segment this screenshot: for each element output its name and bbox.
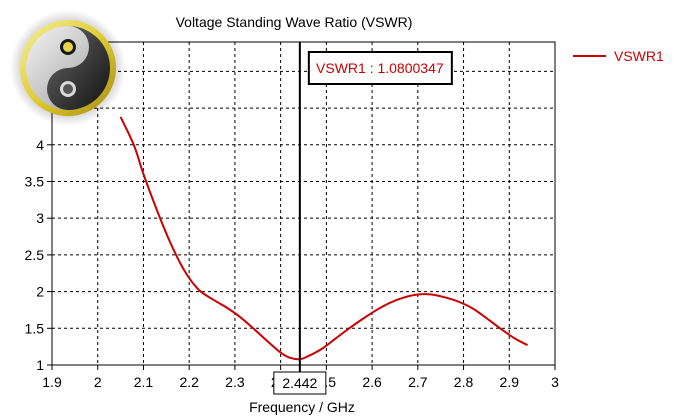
y-tick-label: 4: [36, 137, 44, 153]
x-tick-label: 2.8: [454, 374, 474, 390]
x-tick-label: 1.9: [42, 374, 62, 390]
marker-x-label: 2.442: [282, 375, 317, 391]
y-tick-label: 1: [36, 357, 44, 373]
plot-area-frame: [51, 41, 556, 366]
x-axis-label: Frequency / GHz: [249, 399, 355, 415]
legend-label-vswr1: VSWR1: [614, 48, 664, 64]
y-tick-label: 3: [36, 210, 44, 226]
logo-icon: [10, 10, 126, 126]
y-tick-label: 3.5: [25, 173, 45, 189]
series-line-vswr1: [119, 116, 529, 361]
x-tick-label: 2.2: [179, 374, 199, 390]
y-tick-label: 1.5: [25, 320, 45, 336]
marker-x-label-box: [273, 371, 327, 395]
x-tick-label: 3: [551, 374, 559, 390]
marker-readout: VSWR1 : 1.0800347: [316, 60, 444, 76]
marker-readout-box: [307, 51, 453, 85]
y-tick-label: 2: [36, 284, 44, 300]
chart-title: Voltage Standing Wave Ratio (VSWR): [176, 14, 413, 30]
x-tick-label: 2: [94, 374, 102, 390]
x-tick-label: 2.1: [134, 374, 154, 390]
axis-ticks: 1.922.12.22.32.42.52.62.72.82.9311.522.5…: [25, 137, 560, 390]
legend: VSWR1: [573, 48, 664, 64]
x-tick-label: 2.9: [500, 374, 520, 390]
x-tick-label: 2.7: [408, 374, 428, 390]
grid-lines: [52, 42, 555, 365]
x-tick-label: 2.6: [362, 374, 382, 390]
y-tick-label: 2.5: [25, 247, 45, 263]
x-tick-label: 2.3: [225, 374, 245, 390]
